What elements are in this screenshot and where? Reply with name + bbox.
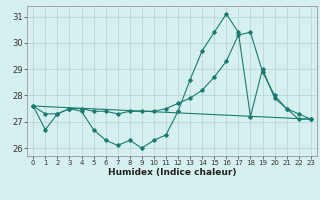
X-axis label: Humidex (Indice chaleur): Humidex (Indice chaleur) [108, 168, 236, 177]
